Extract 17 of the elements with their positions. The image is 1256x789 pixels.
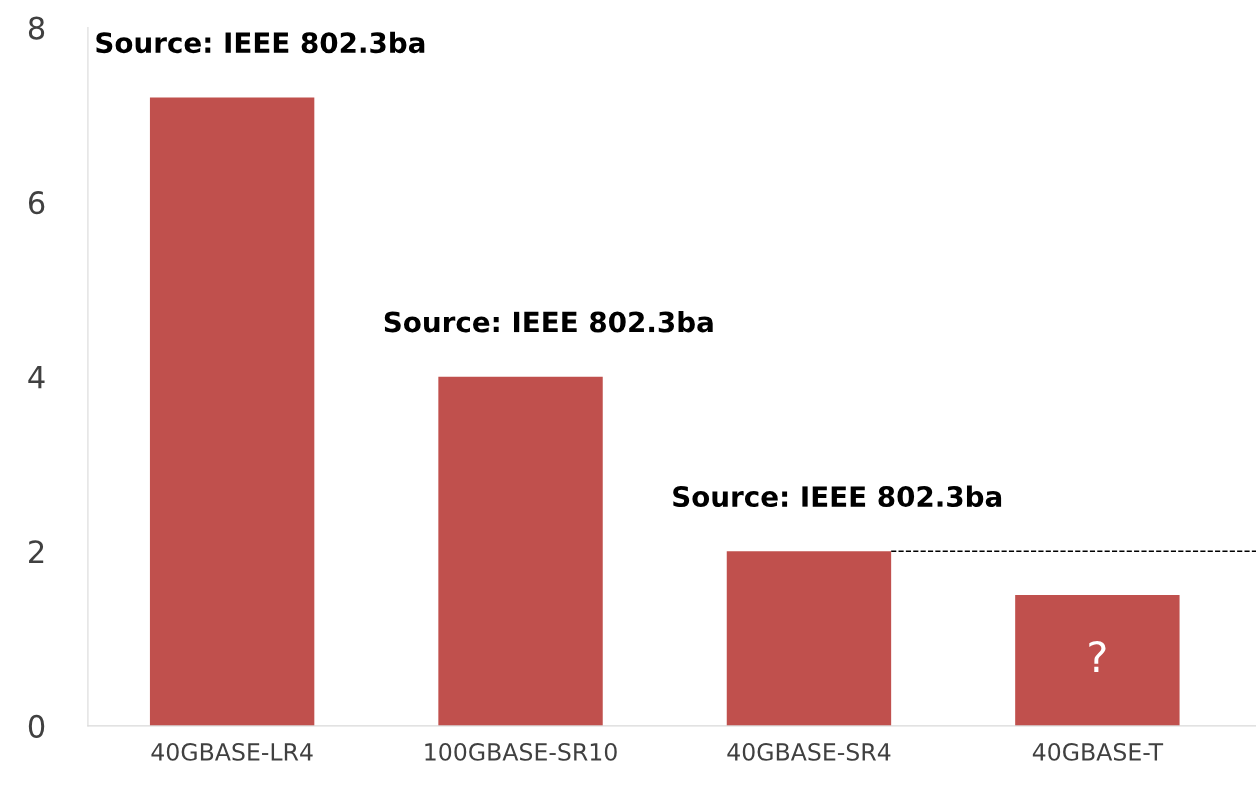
x-tick-label: 100GBASE-SR10 <box>425 742 617 761</box>
annotation: Source: IEEE 802.3ba <box>96 31 425 54</box>
y-tick-label: 8 <box>28 16 45 40</box>
annotation: ? <box>1089 640 1106 672</box>
annotation: Source: IEEE 802.3ba <box>384 310 713 333</box>
x-tick-label: 40GBASE-SR4 <box>727 742 891 761</box>
x-tick-label: 40GBASE-T <box>1032 742 1164 761</box>
y-tick-label: 2 <box>29 540 44 563</box>
bar <box>1015 594 1180 726</box>
y-tick-label: 6 <box>28 191 45 215</box>
bar <box>726 551 892 726</box>
annotation: Source: IEEE 802.3ba <box>673 485 1002 508</box>
y-tick-label: 4 <box>28 366 45 389</box>
bar <box>149 97 315 726</box>
bar <box>438 376 603 726</box>
y-tick-label: 0 <box>28 714 45 738</box>
x-tick-label: 40GBASE-LR4 <box>151 742 313 761</box>
